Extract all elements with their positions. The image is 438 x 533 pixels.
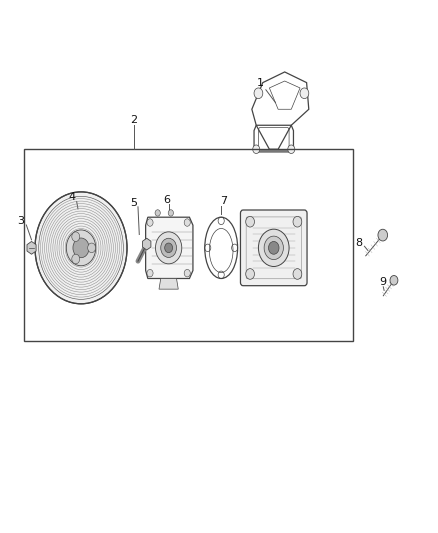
Circle shape <box>147 269 153 277</box>
Circle shape <box>293 216 302 227</box>
Text: 8: 8 <box>356 238 363 247</box>
Circle shape <box>264 236 283 260</box>
Circle shape <box>88 243 95 253</box>
FancyBboxPatch shape <box>240 210 307 286</box>
Circle shape <box>378 229 388 241</box>
Circle shape <box>293 269 302 279</box>
Circle shape <box>184 269 191 277</box>
Circle shape <box>246 269 254 279</box>
Circle shape <box>168 209 173 216</box>
Circle shape <box>288 145 295 154</box>
Text: 3: 3 <box>17 216 24 226</box>
Circle shape <box>254 88 263 99</box>
Text: 7: 7 <box>220 197 227 206</box>
Text: 9: 9 <box>380 278 387 287</box>
Circle shape <box>72 232 80 241</box>
Circle shape <box>184 219 191 226</box>
Text: 4: 4 <box>69 192 76 202</box>
Circle shape <box>390 276 398 285</box>
Polygon shape <box>142 238 151 250</box>
Bar <box>24 149 353 341</box>
Circle shape <box>35 192 127 304</box>
Circle shape <box>246 216 254 227</box>
Polygon shape <box>159 278 178 289</box>
Text: 1: 1 <box>257 78 264 87</box>
Text: 5: 5 <box>130 198 137 207</box>
Circle shape <box>66 230 96 266</box>
Circle shape <box>258 229 289 266</box>
Circle shape <box>73 238 89 257</box>
Circle shape <box>155 232 182 264</box>
Circle shape <box>300 88 309 99</box>
Circle shape <box>72 254 80 264</box>
Polygon shape <box>145 217 193 278</box>
Polygon shape <box>27 241 36 254</box>
Circle shape <box>253 145 260 154</box>
Circle shape <box>147 219 153 226</box>
Circle shape <box>161 238 177 257</box>
Text: 2: 2 <box>130 115 137 125</box>
Circle shape <box>155 209 160 216</box>
Text: 6: 6 <box>163 195 170 205</box>
Circle shape <box>268 241 279 254</box>
Circle shape <box>165 243 173 253</box>
